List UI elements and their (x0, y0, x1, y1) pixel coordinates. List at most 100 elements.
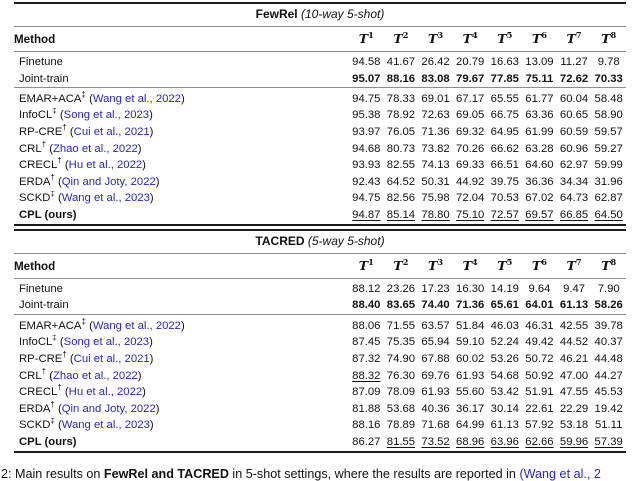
method-name: CPL (ours) (19, 209, 77, 222)
score-cell: 65.61 (488, 298, 523, 315)
citation-close-paren: ) (149, 126, 154, 139)
method-cell: CRL† (Zhao et al., 2022) (14, 368, 349, 385)
score-value: 94.87 (352, 209, 381, 222)
score-value: 26.42 (421, 56, 450, 68)
table-row: SCKD‡ (Wang et al., 2023) 88.16 78.89 71.68… (14, 418, 626, 435)
score-cell: 36.17 (453, 401, 488, 418)
method-dagger-mark: † (57, 384, 62, 393)
score-value: 64.50 (594, 209, 623, 222)
citation-close-paren: ) (180, 319, 185, 332)
score-value: 78.92 (386, 109, 416, 122)
score-value: 66.62 (490, 142, 519, 155)
score-cell: 47.55 (557, 384, 592, 401)
method-cell: Joint-train (14, 298, 349, 315)
task-column-header: T1 (349, 253, 384, 279)
score-value: 51.84 (456, 319, 485, 332)
citation-close-paren: ) (137, 142, 142, 155)
score-cell: 64.95 (488, 124, 523, 141)
table-row: InfoCL‡ (Song et al., 2023) 87.45 75.35 65.… (14, 335, 626, 352)
score-value: 88.06 (352, 319, 381, 332)
score-value: 55.60 (456, 386, 485, 399)
task-column-header: T5 (487, 26, 523, 52)
score-value: 70.33 (594, 72, 623, 85)
score-value: 88.16 (352, 419, 381, 432)
score-cell: 74.13 (418, 157, 453, 174)
citation-link[interactable]: Qin and Joty, 2022 (61, 402, 156, 415)
citation-link[interactable]: Wang et al., 2023 (61, 192, 150, 205)
task-number: 1 (368, 256, 374, 267)
score-cell: 78.89 (384, 418, 419, 435)
method-dagger-mark: † (41, 367, 47, 376)
score-value: 11.27 (560, 56, 588, 68)
score-cell: 51.84 (452, 314, 488, 335)
score-cell: 64.50 (591, 207, 626, 225)
score-value: 62.87 (594, 192, 623, 205)
score-cell: 54.68 (488, 368, 523, 385)
method-name: CRECL (19, 159, 58, 172)
method-dagger-mark: ‡ (50, 190, 55, 199)
score-value: 44.92 (456, 175, 485, 188)
score-cell: 61.93 (453, 368, 488, 385)
citation-link[interactable]: Song et al., 2023 (63, 109, 150, 122)
table-row: CRL† (Zhao et al., 2022) 94.68 80.73 73.82 7… (14, 141, 626, 158)
citation-close-paren: ) (149, 192, 154, 205)
citation-link[interactable]: Wang et al., 2023 (61, 419, 150, 432)
fewrel-results-table: FewRel (10-way 5-shot) Method T1 T2 T3 T4 T5 T6… (14, 2, 626, 226)
score-value: 81.88 (352, 402, 381, 415)
score-cell: 78.80 (418, 207, 453, 225)
score-cell: 44.92 (453, 174, 488, 191)
score-value: 61.93 (456, 369, 485, 382)
task-column-header: T4 (452, 253, 488, 279)
citation-link[interactable]: Wang et al., 2022 (92, 319, 181, 332)
table-row: CPL (ours) 94.87 85.14 78.80 75.10 72.57 69.57… (14, 207, 626, 225)
score-cell: 60.96 (557, 141, 592, 158)
citation-link[interactable]: Qin and Joty, 2022 (61, 175, 156, 188)
citation-link[interactable]: Hu et al., 2022 (68, 159, 143, 172)
score-value: 69.32 (456, 126, 485, 139)
task-symbol: T (393, 31, 403, 46)
table-row: SCKD‡ (Wang et al., 2023) 94.75 82.56 75.98… (14, 191, 626, 208)
score-cell: 71.36 (453, 298, 488, 315)
method-name: SCKD (19, 419, 51, 432)
score-value: 86.27 (352, 435, 381, 448)
citation-link[interactable]: Song et al., 2023 (63, 336, 150, 349)
score-value: 22.61 (525, 402, 554, 415)
score-value: 58.48 (594, 92, 623, 105)
score-value: 49.42 (525, 336, 554, 349)
citation-link[interactable]: Wang et al., 2022 (92, 92, 181, 105)
score-cell: 58.48 (591, 87, 626, 108)
score-cell: 62.66 (522, 434, 557, 452)
score-cell: 94.68 (349, 141, 384, 158)
score-cell: 81.88 (349, 401, 384, 418)
score-value: 93.97 (352, 126, 381, 139)
score-value: 17.23 (421, 282, 450, 295)
score-cell: 60.02 (453, 351, 488, 368)
task-number: 6 (541, 30, 547, 41)
citation-open-paren: ( (64, 159, 69, 172)
citation-link[interactable]: Zhao et al., 2022 (52, 142, 138, 155)
score-value: 53.42 (490, 386, 519, 399)
citation-link[interactable]: Cui et al., 2021 (73, 126, 150, 139)
method-name: SCKD (19, 192, 51, 205)
score-value: 67.17 (456, 92, 485, 105)
method-name: RP-CRE (19, 126, 63, 139)
score-value: 72.57 (490, 209, 519, 222)
method-dagger-mark: ‡ (52, 107, 57, 116)
caption-citation-link[interactable]: (Wang et al., 2 (519, 467, 601, 481)
score-cell: 42.55 (556, 314, 592, 335)
score-cell: 88.16 (384, 71, 419, 88)
score-value: 52.24 (490, 336, 519, 349)
score-cell: 88.12 (349, 278, 384, 297)
citation-link[interactable]: Hu et al., 2022 (68, 386, 143, 399)
citation-link[interactable]: Cui et al., 2021 (73, 352, 150, 365)
score-value: 81.55 (386, 435, 416, 448)
score-cell: 76.30 (384, 368, 419, 385)
table-row: ERDA† (Qin and Joty, 2022) 92.43 64.52 50.3… (14, 174, 626, 191)
score-value: 23.26 (386, 282, 416, 295)
table-row: CRECL† (Hu et al., 2022) 93.93 82.55 74.13 6… (14, 157, 626, 174)
score-value: 66.51 (490, 159, 519, 172)
score-value: 71.68 (421, 419, 450, 432)
score-value: 40.36 (421, 402, 450, 415)
citation-link[interactable]: Zhao et al., 2022 (52, 369, 138, 382)
score-value: 94.58 (352, 56, 381, 68)
